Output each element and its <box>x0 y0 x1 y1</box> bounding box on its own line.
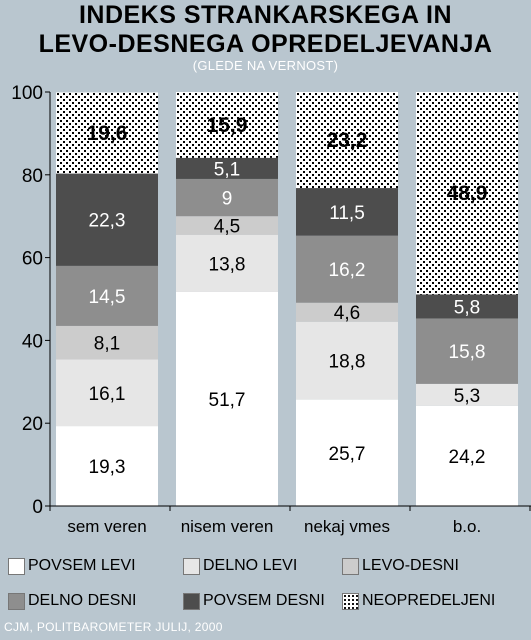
legend-label: POVSEM LEVI <box>28 557 136 574</box>
data-label: 19,6 <box>87 122 128 145</box>
y-tick-label: 0 <box>32 497 43 518</box>
x-tick-label: nekaj vmes <box>304 517 390 536</box>
legend-swatch <box>342 592 359 610</box>
data-label: 22,3 <box>89 211 126 232</box>
legend-label: NEOPREDELJENI <box>362 592 496 609</box>
legend-item: DELNO DESNI <box>8 590 136 612</box>
x-tick-label: nisem veren <box>181 517 274 536</box>
bar-segment <box>296 235 398 303</box>
data-label: 8,1 <box>94 334 120 355</box>
legend-item: POVSEM LEVI <box>8 555 136 577</box>
legend-label: POVSEM DESNI <box>203 592 325 609</box>
x-axis: sem veren nisem veren nekaj vmes b.o. <box>49 505 531 536</box>
bar-segment <box>176 178 278 217</box>
legend-swatch <box>8 557 25 575</box>
bar-segment <box>296 321 398 400</box>
bar-segment <box>296 92 398 189</box>
legend-swatch <box>183 557 200 575</box>
legend-swatch <box>342 557 359 575</box>
data-label: 5,1 <box>214 159 240 180</box>
data-label: 5,8 <box>454 297 480 318</box>
y-tick-label: 80 <box>22 166 43 187</box>
legend-label: LEVO-DESNI <box>362 557 459 574</box>
y-tick-label: 100 <box>11 83 43 104</box>
y-axis: 0 20 40 60 80 100 <box>11 83 51 518</box>
bar-segment <box>416 294 518 319</box>
data-label: 13,8 <box>209 254 246 275</box>
bar-segment <box>56 265 158 326</box>
x-tick-label: b.o. <box>453 517 481 536</box>
data-label: 16,2 <box>329 260 366 281</box>
data-label: 19,3 <box>89 457 126 478</box>
legend-item: LEVO-DESNI <box>342 555 459 577</box>
bar-segment <box>176 216 278 235</box>
data-label: 14,5 <box>89 287 126 308</box>
y-tick-label: 20 <box>22 414 43 435</box>
bar-segment <box>176 234 278 292</box>
bar-segment <box>296 399 398 506</box>
bar-segment <box>296 188 398 236</box>
data-label: 25,7 <box>329 444 366 465</box>
data-label: 16,1 <box>89 384 126 405</box>
bar-segment <box>56 426 158 506</box>
data-label: 24,2 <box>449 447 486 468</box>
source-note: CJM, POLITBAROMETER JULIJ, 2000 <box>4 620 223 634</box>
bar-segment <box>416 405 518 506</box>
chart-title-line-2: LEVO-DESNEGA OPREDELJEVANJA <box>38 30 493 58</box>
data-label: 23,2 <box>327 129 368 152</box>
data-label: 9 <box>222 189 233 210</box>
bar-segment <box>56 92 158 174</box>
data-label: 48,9 <box>447 182 488 205</box>
bars: 19,3 16,1 8,1 14,5 22,3 19,6 51,7 13,8 4,5 9 5,1 15… <box>56 92 518 506</box>
data-label: 4,5 <box>214 217 240 238</box>
data-label: 15,8 <box>449 342 486 363</box>
data-label: 18,8 <box>329 352 366 373</box>
legend-item: POVSEM DESNI <box>183 590 325 612</box>
legend-swatch <box>8 592 25 610</box>
legend-item: DELNO LEVI <box>183 555 297 577</box>
bar-segment <box>176 92 278 158</box>
data-label: 5,3 <box>454 386 480 407</box>
bar-segment <box>176 157 278 179</box>
bar-segment <box>56 325 158 360</box>
chart-subtitle: (GLEDE NA VERNOST) <box>192 58 339 73</box>
data-label: 4,6 <box>334 303 360 324</box>
legend-swatch <box>183 592 200 610</box>
bar-segment <box>56 173 158 266</box>
y-tick-label: 40 <box>22 331 43 352</box>
legend-label: DELNO LEVI <box>203 557 298 574</box>
legend-item: NEOPREDELJENI <box>342 590 495 612</box>
bar-segment <box>416 318 518 384</box>
data-label: 51,7 <box>209 390 246 411</box>
bar-segment <box>56 359 158 427</box>
bar-segment <box>176 291 278 506</box>
y-tick-label: 60 <box>22 249 43 270</box>
data-label: 15,9 <box>207 114 248 137</box>
legend-label: DELNO DESNI <box>28 592 137 609</box>
bar-segment <box>416 383 518 406</box>
bar-segment <box>416 92 518 295</box>
x-tick-label: sem veren <box>67 517 146 536</box>
chart-title-line-1: INDEKS STRANKARSKEGA IN <box>78 1 453 29</box>
bar-segment <box>296 302 398 322</box>
data-label: 11,5 <box>329 203 365 224</box>
